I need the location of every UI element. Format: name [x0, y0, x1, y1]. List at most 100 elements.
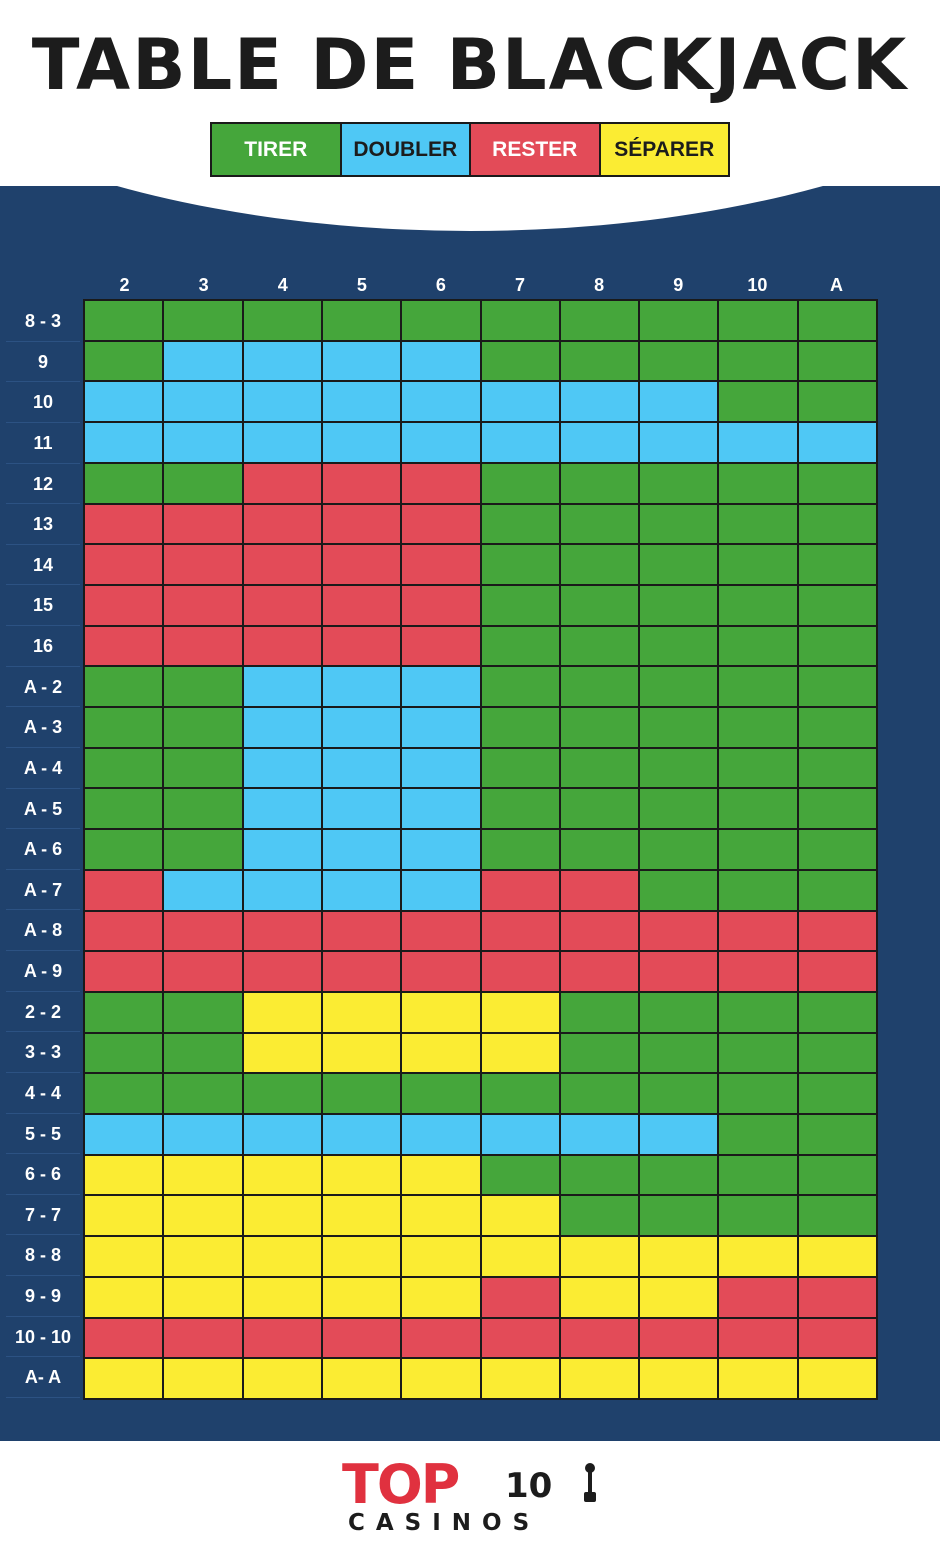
strategy-cell-tirer: [640, 870, 718, 910]
strategy-cell-tirer: [481, 748, 559, 788]
strategy-cell-tirer: [798, 708, 876, 747]
strategy-cell-tirer: [798, 585, 876, 625]
strategy-cell-tirer: [164, 463, 242, 503]
strategy-cell-tirer: [164, 708, 242, 747]
strategy-cell-doubler: [719, 423, 797, 462]
strategy-cell-doubler: [402, 1115, 480, 1154]
row-header: 5 - 5: [6, 1114, 80, 1155]
strategy-cell-doubler: [164, 1115, 242, 1154]
strategy-cell-tirer: [560, 545, 639, 584]
strategy-cell-rester: [243, 911, 321, 951]
strategy-grid: [83, 299, 878, 1400]
strategy-cell-rester: [640, 952, 718, 991]
strategy-cell-séparer: [402, 1155, 480, 1195]
strategy-cell-séparer: [481, 1359, 559, 1398]
row-header: 2 - 2: [6, 992, 80, 1033]
column-header: 4: [277, 275, 288, 295]
strategy-cell-doubler: [402, 708, 480, 747]
strategy-cell-séparer: [402, 1359, 480, 1398]
strategy-cell-rester: [481, 911, 559, 951]
strategy-cell-tirer: [640, 1155, 718, 1195]
strategy-cell-rester: [640, 1318, 718, 1358]
strategy-cell-doubler: [402, 830, 480, 869]
strategy-cell-tirer: [402, 1074, 480, 1114]
column-header: 10: [747, 275, 768, 295]
strategy-cell-tirer: [481, 1155, 559, 1195]
strategy-cell-rester: [85, 1318, 163, 1358]
strategy-cell-tirer: [164, 667, 242, 707]
strategy-cell-séparer: [85, 1196, 163, 1236]
strategy-cell-tirer: [640, 545, 718, 584]
top10-casinos-logo: TOP 10 CASINOS: [340, 1458, 610, 1542]
strategy-cell-rester: [719, 911, 797, 951]
strategy-cell-tirer: [719, 992, 797, 1032]
strategy-cell-rester: [798, 952, 876, 991]
strategy-cell-tirer: [85, 667, 163, 707]
strategy-cell-doubler: [322, 382, 401, 422]
strategy-cell-rester: [402, 911, 480, 951]
footer: [0, 1441, 940, 1557]
strategy-cell-séparer: [402, 1237, 480, 1276]
strategy-cell-tirer: [481, 667, 559, 707]
strategy-cell-rester: [322, 585, 401, 625]
strategy-cell-tirer: [481, 301, 559, 340]
strategy-cell-séparer: [798, 1359, 876, 1398]
row-header: 12: [6, 464, 80, 505]
strategy-cell-doubler: [322, 423, 401, 462]
strategy-cell-tirer: [560, 463, 639, 503]
strategy-cell-tirer: [719, 1196, 797, 1236]
strategy-cell-doubler: [243, 382, 321, 422]
strategy-cell-tirer: [243, 301, 321, 340]
strategy-cell-tirer: [719, 830, 797, 869]
strategy-cell-doubler: [322, 830, 401, 869]
strategy-cell-rester: [402, 585, 480, 625]
logo-number: 10: [505, 1466, 553, 1506]
row-header: 8 - 8: [6, 1235, 80, 1277]
strategy-cell-doubler: [402, 789, 480, 829]
strategy-cell-tirer: [719, 341, 797, 381]
strategy-cell-tirer: [719, 504, 797, 544]
row-header: 9 - 9: [6, 1276, 80, 1317]
strategy-cell-rester: [85, 911, 163, 951]
row-header: 14: [6, 545, 80, 586]
row-header: A - 8: [6, 910, 80, 952]
strategy-cell-doubler: [640, 423, 718, 462]
strategy-cell-doubler: [322, 870, 401, 910]
strategy-cell-séparer: [85, 1359, 163, 1398]
strategy-cell-séparer: [85, 1155, 163, 1195]
row-header: 10: [6, 382, 80, 423]
strategy-cell-séparer: [322, 1237, 401, 1276]
strategy-cell-doubler: [322, 667, 401, 707]
strategy-cell-tirer: [719, 382, 797, 422]
strategy-cell-tirer: [640, 708, 718, 747]
strategy-cell-tirer: [798, 1155, 876, 1195]
strategy-cell-tirer: [719, 301, 797, 340]
strategy-cell-rester: [164, 545, 242, 584]
strategy-cell-doubler: [402, 667, 480, 707]
strategy-cell-doubler: [402, 870, 480, 910]
strategy-cell-doubler: [85, 1115, 163, 1154]
strategy-cell-doubler: [243, 870, 321, 910]
strategy-cell-doubler: [798, 423, 876, 462]
strategy-cell-tirer: [640, 748, 718, 788]
strategy-cell-séparer: [322, 1359, 401, 1398]
strategy-cell-tirer: [798, 1196, 876, 1236]
strategy-cell-tirer: [560, 301, 639, 340]
strategy-cell-séparer: [481, 1196, 559, 1236]
strategy-cell-doubler: [85, 382, 163, 422]
strategy-cell-rester: [719, 1318, 797, 1358]
strategy-cell-doubler: [164, 341, 242, 381]
strategy-cell-doubler: [243, 708, 321, 747]
column-header: 7: [515, 275, 526, 295]
strategy-cell-rester: [164, 1318, 242, 1358]
strategy-cell-tirer: [798, 870, 876, 910]
row-header: 16: [6, 626, 80, 667]
strategy-cell-doubler: [402, 423, 480, 462]
strategy-cell-tirer: [798, 382, 876, 422]
strategy-cell-doubler: [322, 748, 401, 788]
strategy-cell-tirer: [481, 1074, 559, 1114]
column-header: 9: [673, 275, 684, 295]
strategy-cell-rester: [322, 463, 401, 503]
strategy-cell-rester: [402, 952, 480, 991]
strategy-cell-tirer: [719, 545, 797, 584]
